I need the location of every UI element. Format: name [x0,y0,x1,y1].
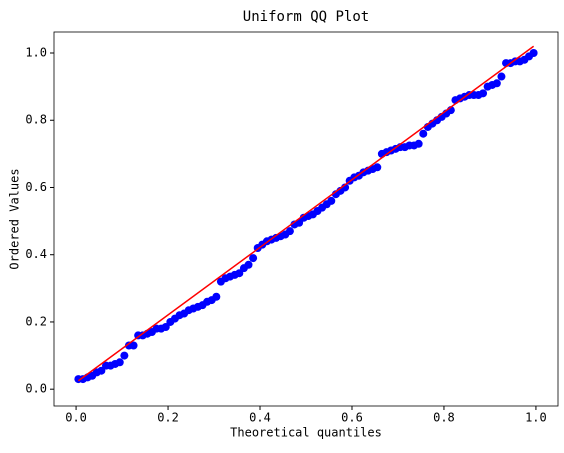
point [244,260,253,269]
x-tick-label: 1.0 [525,411,547,425]
point [97,366,106,375]
point [529,49,538,58]
point [115,358,124,367]
point [373,163,382,172]
fit-line [77,45,535,382]
x-tick-label: 0.0 [65,411,87,425]
point [161,322,170,331]
x-tick-label: 0.6 [341,411,363,425]
point [479,89,488,98]
point [235,269,244,278]
y-tick-label: 0.2 [25,314,47,328]
y-tick-label: 0.4 [25,247,47,261]
point [249,254,258,263]
x-tick-label: 0.2 [157,411,179,425]
x-axis-label: Theoretical quantiles [230,426,382,440]
plot-frame [53,31,559,407]
point [120,351,129,360]
x-tick-label: 0.8 [433,411,455,425]
point [497,72,506,81]
x-tick-label: 0.4 [249,411,271,425]
point [414,139,423,148]
point [492,79,501,88]
y-tick-label: 1.0 [25,46,47,60]
point [285,227,294,236]
point [327,196,336,205]
chart-title: Uniform QQ Plot [243,9,369,25]
y-axis-label: Ordered Values [8,168,22,269]
y-tick-label: 0.8 [25,113,47,127]
y-tick-label: 0.0 [25,382,47,396]
point [419,129,428,138]
y-tick-label: 0.6 [25,180,47,194]
point [129,341,138,350]
point [212,292,221,301]
